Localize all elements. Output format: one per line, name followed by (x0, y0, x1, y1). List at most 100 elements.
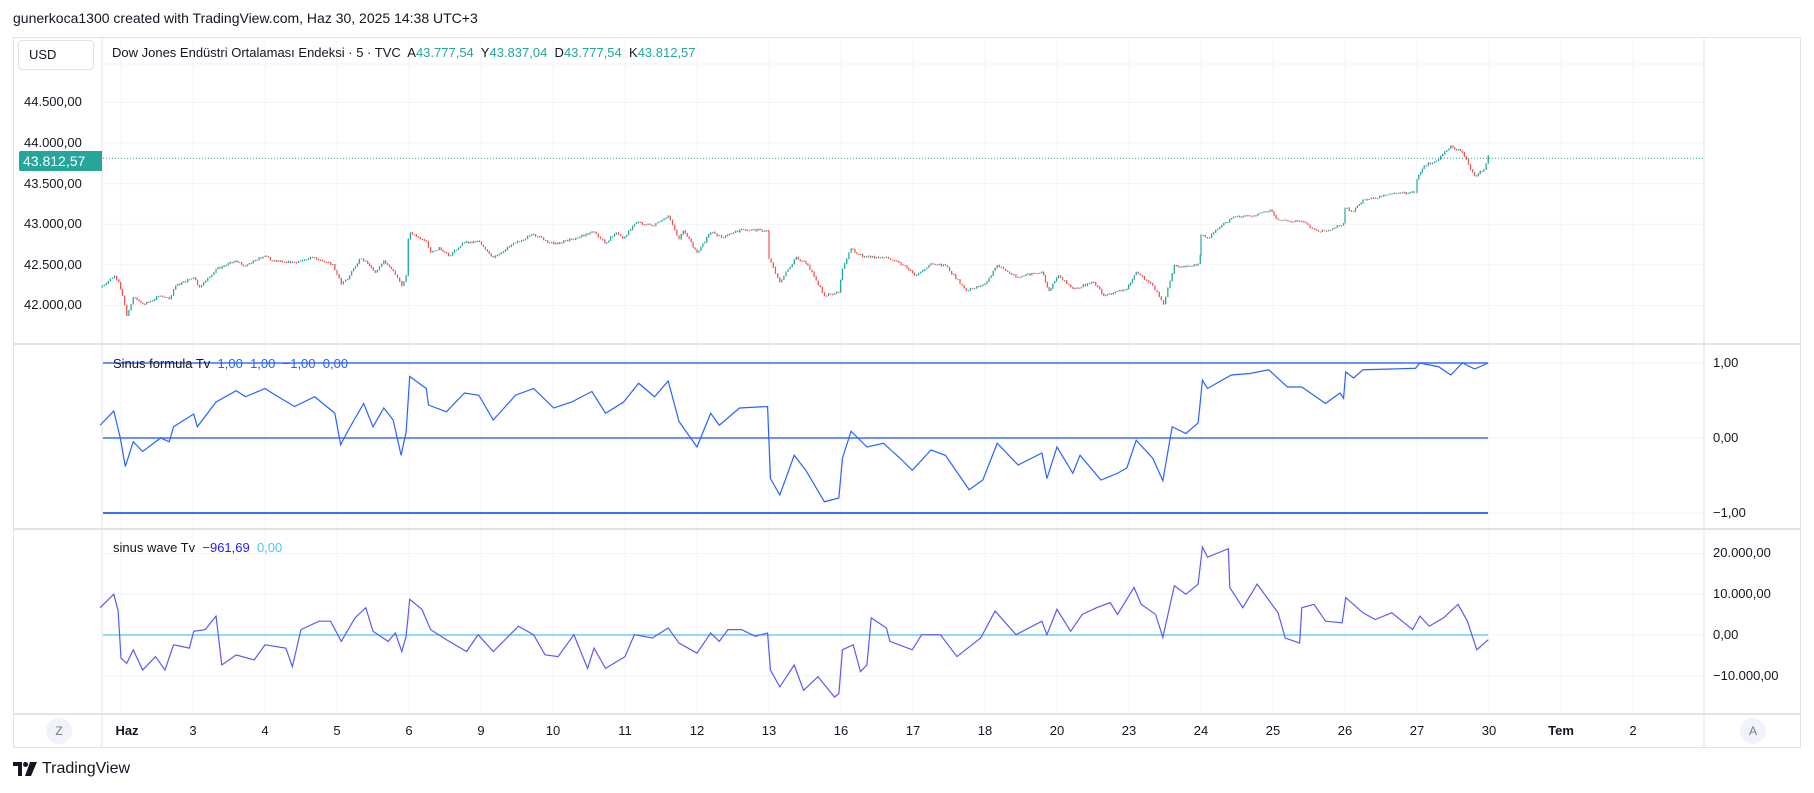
candle-body (449, 255, 452, 257)
candle (248, 262, 250, 265)
candle (1413, 191, 1415, 194)
candle-body (856, 252, 858, 254)
candle-body (1346, 207, 1348, 209)
candle (303, 259, 306, 262)
time-axis-label: 26 (1337, 723, 1353, 738)
auto-scale-button[interactable]: A (1740, 718, 1766, 744)
candle-body (1265, 211, 1267, 213)
candle-body (1031, 273, 1033, 276)
candle-body (635, 222, 638, 224)
candle-body (1066, 280, 1068, 284)
candle-body (684, 230, 686, 234)
candle (124, 295, 126, 306)
candle (770, 258, 772, 263)
candle (1385, 194, 1387, 196)
candle (1255, 214, 1257, 217)
candle (998, 264, 1000, 268)
candle (121, 288, 124, 297)
candle-body (1173, 265, 1175, 274)
candle (376, 269, 378, 273)
candle (1202, 234, 1204, 237)
candle-body (577, 237, 579, 239)
candle-body (1467, 159, 1470, 165)
candle (330, 262, 332, 266)
candle-body (195, 277, 197, 281)
candle-body (1015, 274, 1017, 278)
candle-body (1167, 287, 1169, 297)
candle-body (1403, 191, 1405, 193)
candle-body (604, 239, 606, 244)
candle-body (1397, 192, 1399, 194)
candle (103, 284, 105, 287)
indicator2-axis-label: 0,00 (1713, 627, 1739, 642)
candle-body (1418, 174, 1420, 180)
candle (1287, 220, 1289, 222)
candle (565, 240, 567, 242)
candle-body (1160, 296, 1162, 301)
candle-body (354, 266, 357, 269)
candle-body (743, 229, 745, 231)
candle (1039, 272, 1041, 274)
candle (516, 240, 519, 244)
candle-body (179, 283, 181, 285)
candle-body (1285, 219, 1287, 221)
candle-body (555, 242, 557, 245)
candle (1448, 148, 1450, 151)
candle (1088, 282, 1091, 285)
candle-body (1433, 161, 1436, 164)
candle-body (846, 258, 848, 264)
candle-body (971, 288, 974, 290)
candle-body (894, 259, 896, 261)
candle-body (739, 229, 741, 233)
candle (297, 260, 300, 264)
candle-body (747, 230, 749, 232)
candle-body (1033, 273, 1035, 275)
candle (767, 229, 769, 232)
indicator1-legend[interactable]: Sinus formula Tv 1,00 1,00 −1,00 0,00 (113, 356, 348, 371)
candle-body (1372, 197, 1374, 199)
candle (1313, 228, 1315, 230)
candle-body (467, 241, 469, 244)
candle (1054, 281, 1056, 284)
candle-body (712, 232, 714, 234)
indicator2-legend[interactable]: sinus wave Tv −961,69 0,00 (113, 540, 282, 555)
candle-body (1019, 277, 1021, 279)
candle-body (940, 264, 942, 266)
candle (834, 293, 836, 295)
candle-body (793, 259, 795, 265)
candle (1112, 292, 1114, 295)
candle (1418, 174, 1420, 180)
candle-body (347, 279, 349, 281)
zoom-reset-button[interactable]: Z (46, 718, 72, 744)
candle-body (957, 279, 959, 281)
candle-body (1253, 215, 1255, 217)
tradingview-logo[interactable]: TradingView (13, 760, 130, 778)
candle (553, 241, 555, 245)
candle (1048, 286, 1050, 292)
candle-body (1481, 171, 1483, 173)
candle (1307, 222, 1309, 226)
candle-body (293, 262, 296, 264)
candle-body (1360, 203, 1362, 205)
symbol-legend[interactable]: Dow Jones Endüstri Ortalaması Endeksi · … (112, 45, 696, 60)
candle (1416, 179, 1418, 194)
candle (1066, 280, 1068, 284)
candle-body (448, 253, 450, 256)
candle (1169, 280, 1171, 289)
candle-body (785, 271, 787, 276)
candle-body (737, 230, 739, 233)
candle (1259, 212, 1261, 214)
candle-body (1259, 212, 1261, 214)
candle-body (1219, 227, 1221, 230)
candle-body (704, 242, 706, 244)
candle (1427, 162, 1429, 167)
currency-button[interactable]: USD (18, 40, 94, 70)
candle-body (295, 262, 298, 264)
candle-body (910, 269, 912, 271)
candle (659, 221, 661, 223)
candle-body (795, 256, 797, 260)
candle (506, 246, 509, 251)
candle (146, 301, 148, 305)
candle (368, 262, 371, 267)
